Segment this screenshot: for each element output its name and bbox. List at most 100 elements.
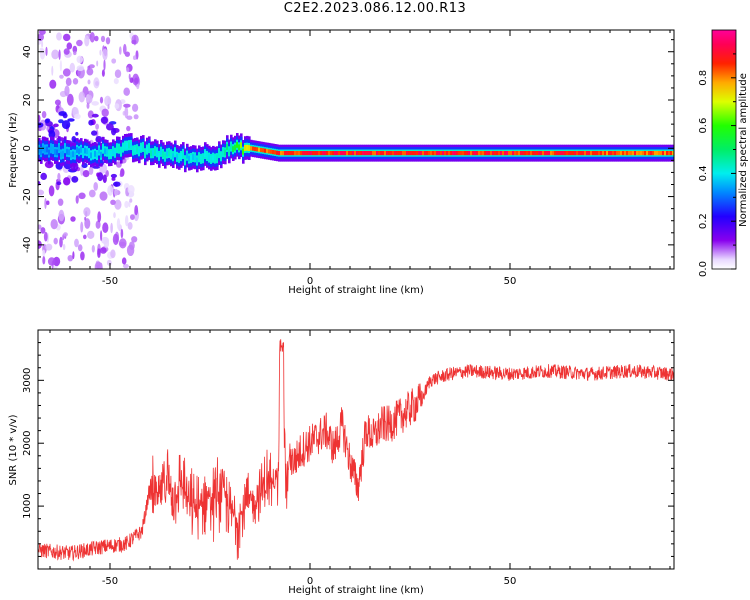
spectrogram-cell <box>78 148 81 155</box>
spectrogram-cell <box>194 154 197 161</box>
spectrogram-noise-blob <box>42 249 46 257</box>
spectrogram-cell <box>226 144 229 150</box>
spectrogram-cell <box>464 151 467 156</box>
spectrogram-cell <box>146 146 149 153</box>
spectrogram-cell <box>574 151 577 156</box>
spectrogram-noise-blob <box>84 35 90 47</box>
spectrogram-cell <box>580 151 583 156</box>
spectrogram-y-axis-label: Frequency (Hz) <box>8 112 19 188</box>
spectrogram-cell <box>490 151 493 156</box>
x-tick-label: -50 <box>102 276 118 287</box>
spectrogram-cell <box>510 151 513 156</box>
spectrogram-cell <box>276 150 279 155</box>
spectrogram-cell <box>432 151 435 156</box>
spectrogram-cell <box>266 148 269 154</box>
spectrogram-cell <box>632 151 635 156</box>
spectrogram-noise-blob <box>75 131 79 136</box>
spectrogram-cell <box>196 157 199 164</box>
spectrogram-cell <box>184 157 187 164</box>
spectrogram-cell <box>192 154 195 160</box>
spectrogram-cell <box>182 151 185 157</box>
x-tick-label: 50 <box>504 576 517 587</box>
spectrogram-cell <box>516 151 519 156</box>
spectrogram-cell <box>202 155 205 162</box>
spectrogram-cell <box>576 151 579 156</box>
spectrogram-cell <box>474 151 477 156</box>
spectrogram-cell <box>348 151 351 156</box>
spectrogram-noise-blob <box>116 218 121 230</box>
spectrogram-cell <box>74 151 77 158</box>
spectrogram-cell <box>358 151 361 156</box>
spectrogram-cell <box>48 149 51 156</box>
spectrogram-cell <box>172 153 175 160</box>
spectrogram-cell <box>484 151 487 156</box>
spectrogram-cell <box>272 150 275 155</box>
spectrogram-cell <box>52 146 55 152</box>
spectrogram-cell <box>458 151 461 156</box>
spectrogram-cell <box>212 154 215 161</box>
spectrogram-cell <box>546 151 549 156</box>
spectrogram-noise-blob <box>136 83 140 90</box>
spectrogram-noise-blob <box>65 77 72 87</box>
spectrogram-cell <box>120 148 123 155</box>
snr-series-line <box>38 339 674 562</box>
spectrogram-cell <box>476 151 479 156</box>
spectrogram-noise-blob <box>86 102 90 109</box>
colorbar-tick-label: 0.6 <box>698 118 709 134</box>
spectrogram-noise-blob <box>131 39 137 45</box>
spectrogram-cell <box>304 151 307 156</box>
spectrogram-cell <box>478 151 481 156</box>
spectrogram-cell <box>504 151 507 156</box>
spectrogram-cell <box>282 151 285 156</box>
spectrogram-noise-blob <box>106 259 112 266</box>
spectrogram-noise-blob <box>105 170 109 177</box>
spectrogram-cell <box>218 150 221 156</box>
spectrogram-cell <box>368 151 371 156</box>
spectrogram-noise-blob <box>64 85 70 97</box>
spectrogram-noise-blob <box>96 172 100 177</box>
spectrogram-noise-blob <box>114 199 122 210</box>
spectrogram-cell <box>522 151 525 156</box>
spectrogram-cell <box>326 151 329 156</box>
spectrogram-noise-blob <box>73 51 77 56</box>
spectrogram-noise-blob <box>71 176 79 183</box>
spectrogram-cell <box>136 146 139 153</box>
spectrogram-cell <box>392 151 395 156</box>
spectrogram-noise-blob <box>88 189 96 198</box>
spectrogram-cell <box>496 151 499 156</box>
spectrogram-cell <box>640 151 643 156</box>
y-tick-label: -20 <box>22 188 33 204</box>
spectrogram-noise-blob <box>62 177 71 186</box>
x-tick-label: 0 <box>307 276 313 287</box>
spectrogram-cell <box>448 151 451 156</box>
spectrogram-noise-blob <box>97 248 101 258</box>
spectrogram-cell <box>648 151 651 156</box>
spectrogram-cell <box>592 151 595 156</box>
spectrogram-cell <box>124 142 127 149</box>
spectrogram-cell <box>294 151 297 156</box>
spectrogram-cell <box>446 151 449 156</box>
spectrogram-cell <box>512 151 515 156</box>
spectrogram-noise-blob <box>121 257 127 265</box>
spectrogram-cell <box>310 151 313 156</box>
spectrogram-cell <box>200 155 203 162</box>
spectrogram-noise-blob <box>42 256 46 265</box>
spectrogram-cell <box>398 151 401 156</box>
spectrogram-cell <box>598 151 601 156</box>
spectrogram-cell <box>198 154 201 161</box>
spectrogram-cell <box>428 151 431 156</box>
spectrogram-cell <box>320 151 323 156</box>
spectrogram-noise-blob <box>127 222 133 230</box>
colorbar-gradient <box>711 29 737 270</box>
spectrogram-noise-blob <box>45 46 48 57</box>
spectrogram-cell <box>174 149 177 156</box>
spectrogram-cell <box>322 151 325 156</box>
spectrogram-cell <box>406 151 409 156</box>
spectrogram-cell <box>606 151 609 156</box>
spectrogram-noise-blob <box>111 177 116 181</box>
spectrogram-noise-blob <box>56 181 62 186</box>
spectrogram-noise-blob <box>122 263 129 269</box>
spectrogram-cell <box>60 151 63 158</box>
spectrogram-noise-blob <box>102 222 109 233</box>
